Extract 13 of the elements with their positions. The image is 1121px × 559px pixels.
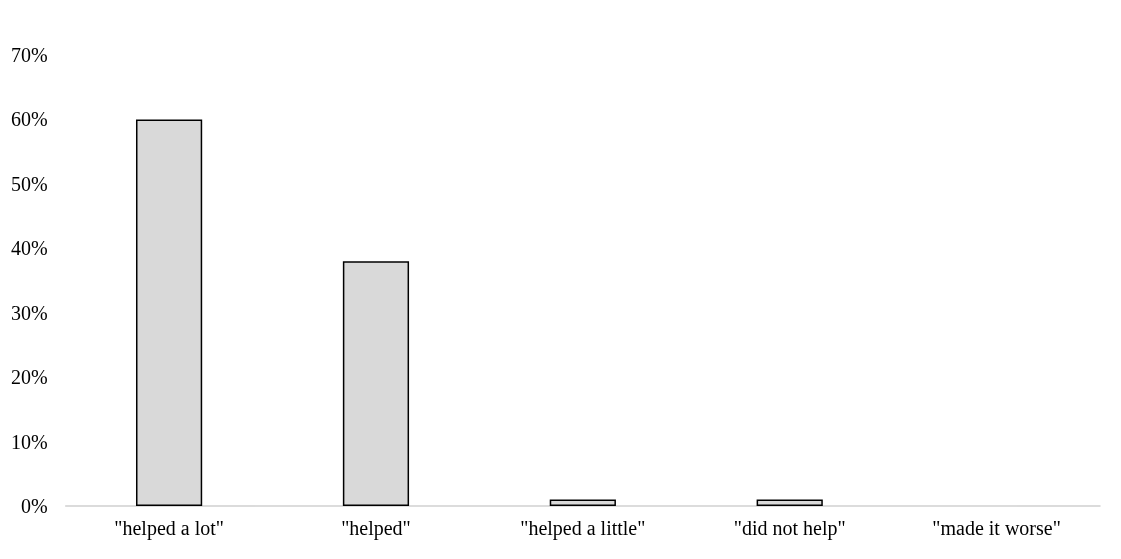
- y-tick-label: 50%: [10, 172, 48, 195]
- y-tick-label: 20%: [10, 366, 48, 389]
- y-tick-label: 10%: [10, 430, 48, 453]
- y-tick-label: 0%: [20, 495, 48, 517]
- y-tick-label: 70%: [10, 44, 48, 66]
- y-tick-label: 60%: [10, 108, 48, 131]
- x-tick-label: "did not help": [733, 517, 846, 540]
- y-tick-label: 30%: [10, 301, 48, 324]
- x-tick-label: "helped a lot": [114, 517, 224, 540]
- x-tick-label: "helped a little": [520, 517, 646, 540]
- x-tick-label: "helped": [341, 517, 411, 540]
- y-tick-label: 40%: [10, 237, 48, 260]
- x-tick-label: "made it worse": [932, 517, 1061, 539]
